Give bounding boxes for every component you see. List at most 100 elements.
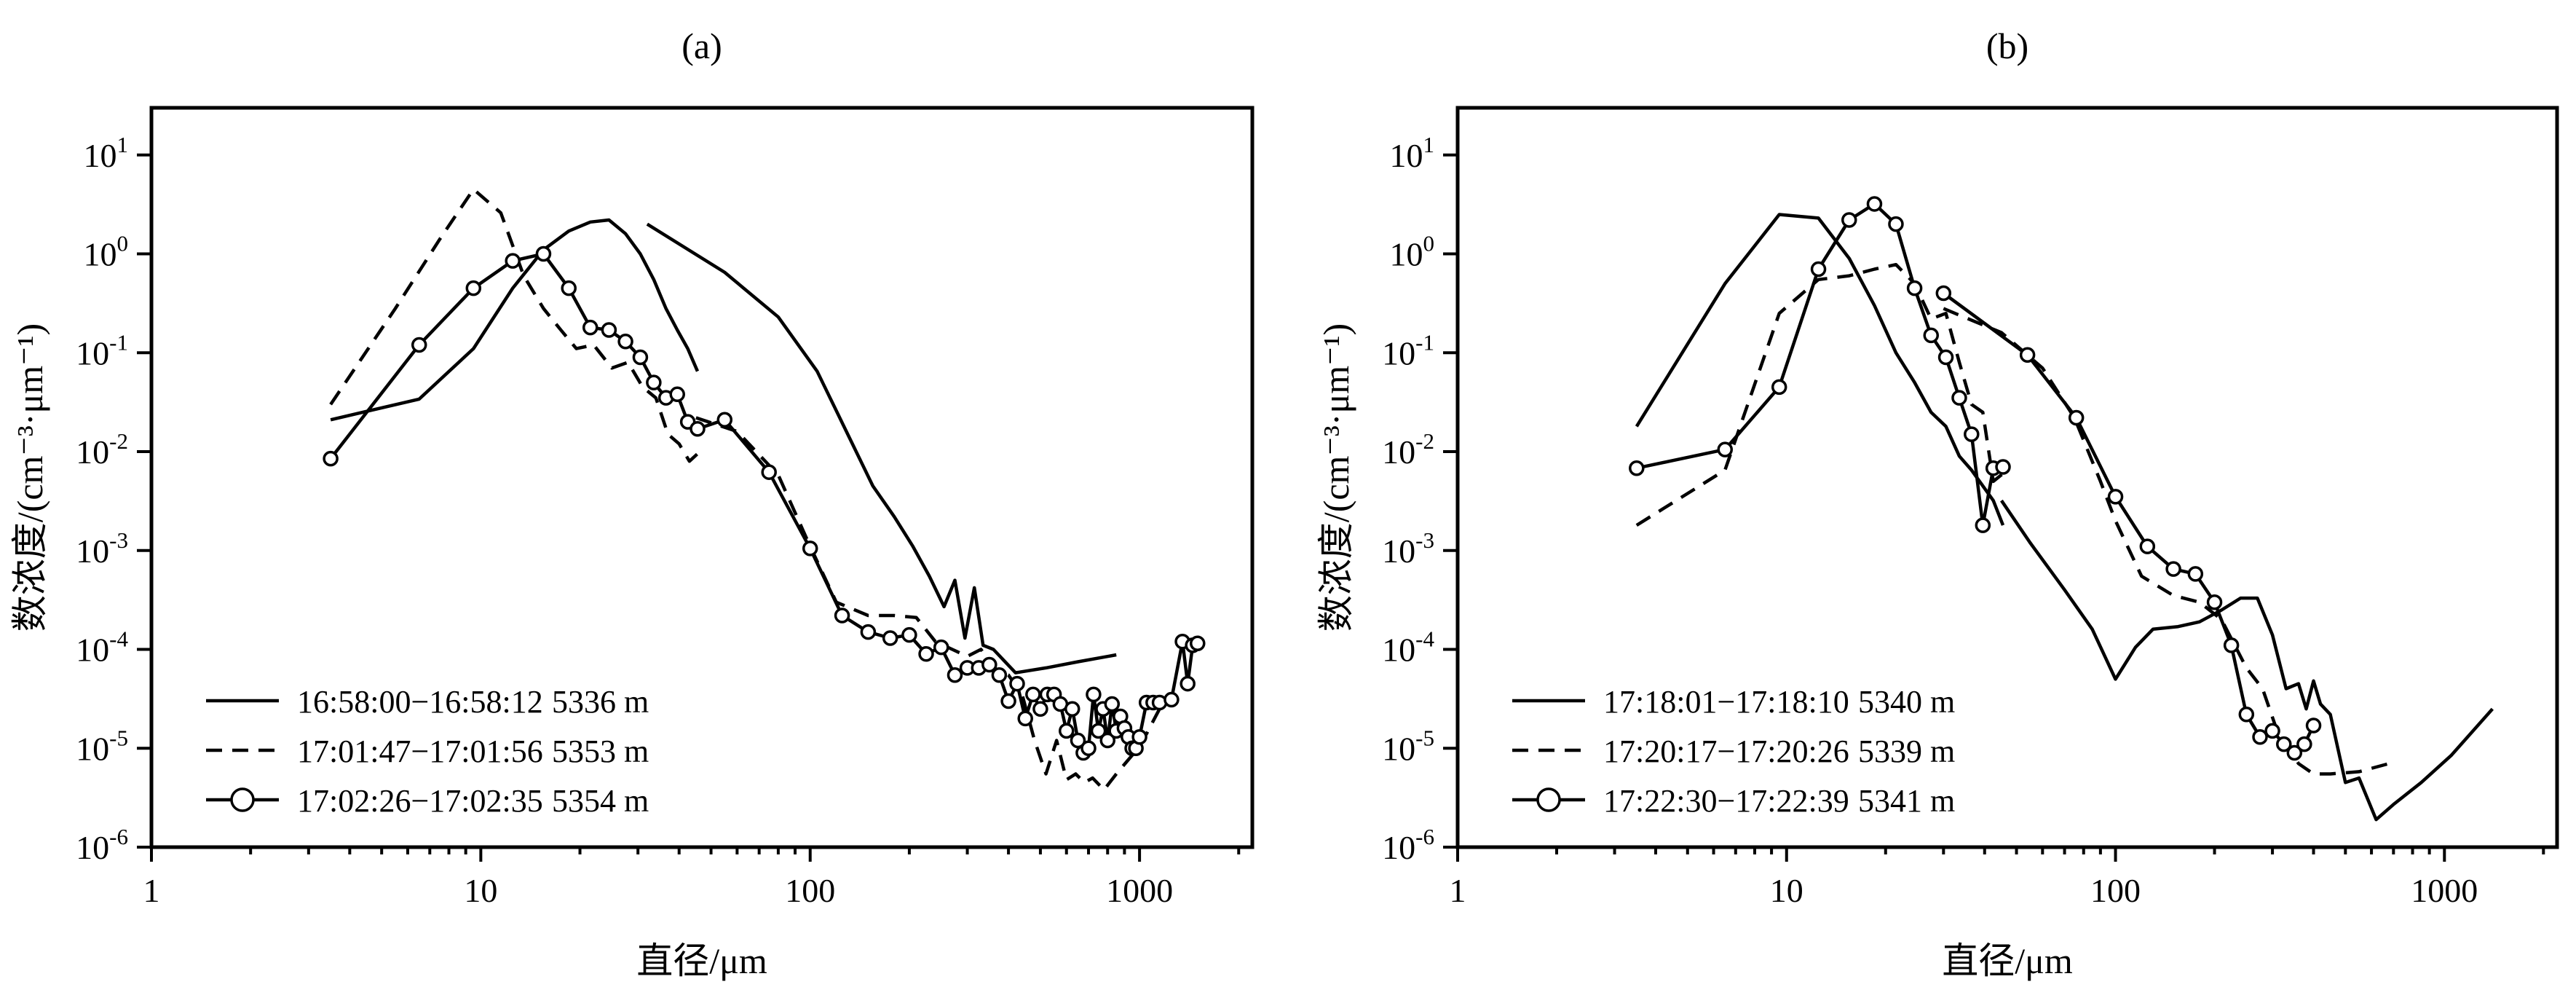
y-axis-label: 数浓度/(cm⁻³·μm⁻¹) (9, 323, 50, 632)
data-point (2107, 489, 2124, 505)
y-tick-label: 100 (84, 231, 129, 273)
data-point (1104, 696, 1121, 712)
data-point (2223, 637, 2240, 653)
legend-altitude: 5354 m (552, 783, 649, 819)
data-point (1888, 216, 1904, 232)
legend-label: 17:20:17−17:20:26 (1603, 734, 1849, 769)
data-point (1163, 691, 1180, 708)
chart-panel-a: (a)1 10 100 100010-610-510-410-310-210-1100… (9, 25, 1255, 981)
data-point (1629, 460, 1645, 476)
chart-panel-b: (b)1 10 100 100010-610-510-410-310-210-1100… (1316, 25, 2559, 981)
data-point (411, 337, 427, 353)
data-point (716, 412, 733, 428)
y-tick-base: 10 (84, 236, 117, 273)
y-tick-exponent: 0 (117, 231, 129, 256)
y-tick-label: 10-1 (1382, 329, 1434, 371)
data-point (646, 374, 662, 390)
legend-marker (1536, 787, 1561, 812)
y-tick-base: 10 (1390, 137, 1423, 174)
y-tick-base: 10 (76, 730, 109, 767)
data-point (1025, 686, 1041, 703)
data-point (1058, 723, 1075, 739)
data-point (2019, 347, 2036, 363)
data-point (2296, 736, 2312, 752)
data-point (991, 667, 1008, 683)
data-point (1771, 379, 1787, 396)
legend-label: 17:02:26−17:02:35 (297, 783, 543, 819)
data-point (1180, 675, 1196, 692)
data-point (465, 280, 482, 296)
data-point (2165, 561, 2181, 577)
data-point (582, 319, 598, 336)
y-tick-label: 10-5 (76, 725, 128, 767)
data-point (761, 464, 777, 480)
y-tick-label: 100 (1390, 231, 1435, 273)
data-point (1866, 196, 1883, 212)
chart-title-b: (b) (1986, 25, 2028, 66)
data-point (1017, 710, 1033, 727)
y-tick-base: 10 (84, 137, 117, 174)
legend-entry-2: 17:20:17−17:20:26 5339 m (1512, 734, 1955, 769)
series-1 (330, 218, 1117, 675)
y-tick-label: 10-2 (1382, 428, 1434, 471)
y-tick-base: 10 (76, 632, 109, 669)
y-tick-label: 10-3 (76, 527, 128, 570)
data-point (802, 540, 818, 557)
data-point (860, 624, 877, 640)
data-point (2286, 744, 2303, 761)
y-tick-exponent: -3 (109, 527, 128, 553)
legend-entry-3: 17:02:26−17:02:35 5354 m (206, 783, 649, 819)
data-point (1937, 349, 1954, 366)
data-point (2238, 707, 2255, 723)
y-tick-base: 10 (1382, 334, 1415, 371)
data-point (1064, 701, 1080, 717)
y-tick-exponent: -2 (1415, 428, 1434, 454)
y-tick-exponent: -4 (109, 626, 128, 652)
data-point (1841, 212, 1857, 228)
series-line (2000, 499, 2494, 822)
y-tick-label: 10-5 (1382, 725, 1434, 767)
data-point (1090, 723, 1107, 739)
x-tick-label: 100 (2090, 872, 2141, 909)
y-tick-base: 10 (1382, 829, 1415, 866)
data-point (1717, 441, 1733, 457)
y-tick-label: 10-6 (76, 824, 128, 866)
y-tick-base: 10 (76, 532, 109, 570)
data-point (505, 253, 521, 269)
y-tick-exponent: 0 (1423, 231, 1435, 256)
data-point (1080, 740, 1097, 757)
series-1 (1635, 213, 2494, 822)
data-point (918, 645, 934, 662)
legend-entry-3: 17:22:30−17:22:39 5341 m (1512, 783, 1955, 819)
y-tick-exponent: -1 (1415, 329, 1434, 355)
data-point (1009, 675, 1025, 692)
legend-entry-1: 16:58:00−16:58:12 5336 m (206, 684, 649, 720)
y-tick-exponent: -2 (109, 428, 128, 454)
data-point (1190, 635, 1206, 652)
legend-entry-2: 17:01:47−17:01:56 5353 m (206, 734, 649, 769)
y-tick-label: 10-1 (76, 329, 128, 371)
y-tick-base: 10 (76, 334, 109, 371)
data-point (1070, 732, 1086, 749)
data-point (601, 322, 617, 338)
y-tick-label: 101 (1390, 132, 1435, 174)
data-point (1086, 686, 1102, 703)
data-point (632, 349, 649, 366)
data-point (2206, 594, 2223, 610)
data-point (2068, 409, 2085, 426)
chart-title-a: (a) (681, 25, 722, 66)
series-line (1942, 291, 2315, 755)
data-point (323, 450, 339, 467)
y-tick-base: 10 (76, 433, 109, 471)
data-point (901, 626, 917, 643)
series-line (646, 222, 1117, 675)
legend-label: 17:18:01−17:18:10 (1603, 684, 1849, 720)
y-tick-exponent: -3 (1415, 527, 1434, 553)
data-point (1000, 693, 1016, 709)
legend-label: 17:22:30−17:22:39 (1603, 783, 1849, 819)
legend-label: 16:58:00−16:58:12 (297, 684, 543, 720)
x-axis-label: 直径/μm (636, 940, 767, 981)
series-line (1635, 262, 2004, 527)
legend-altitude: 5353 m (552, 734, 649, 769)
y-tick-exponent: -5 (109, 725, 128, 750)
